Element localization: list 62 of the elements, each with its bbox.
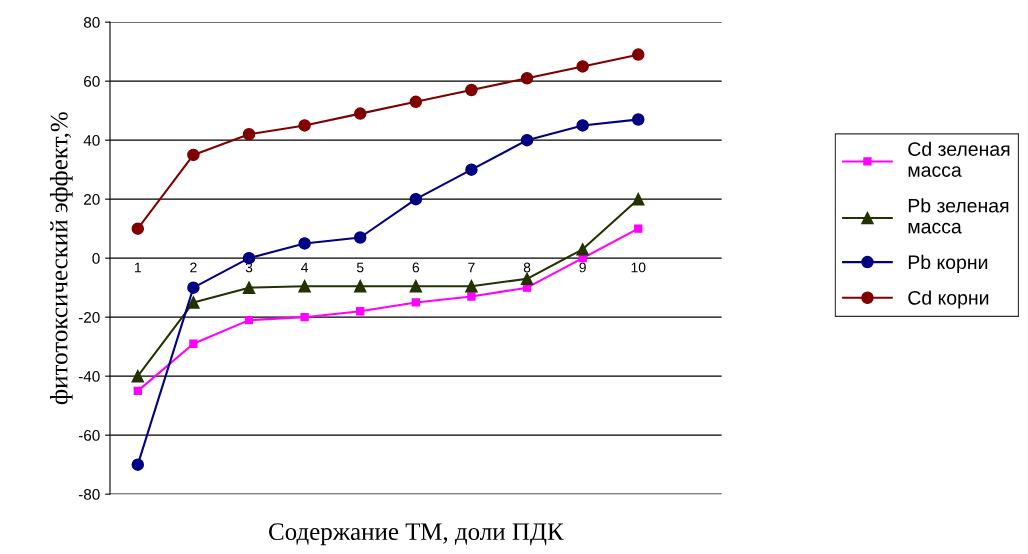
point xyxy=(520,133,534,147)
point xyxy=(356,307,365,316)
x-tick-label: 5 xyxy=(356,262,364,273)
x-tick-label: 6 xyxy=(412,262,420,273)
point xyxy=(353,231,367,244)
y-tick-label: -80 xyxy=(78,489,100,500)
y-tick-label: 60 xyxy=(84,76,100,87)
y-tick-label: 40 xyxy=(83,135,100,146)
point xyxy=(576,60,589,73)
point xyxy=(465,163,478,176)
y-tick-label: -40 xyxy=(78,371,100,382)
point xyxy=(576,119,589,132)
point xyxy=(133,386,142,396)
point xyxy=(467,292,476,301)
y-tick-label: 80 xyxy=(83,17,100,28)
point xyxy=(131,222,145,235)
y-tick-label: -20 xyxy=(78,312,100,323)
x-tick-label: 10 xyxy=(631,262,646,273)
point xyxy=(409,279,423,293)
point xyxy=(520,272,534,286)
point xyxy=(189,339,198,348)
y-tick-label: 0 xyxy=(92,253,100,264)
point xyxy=(576,243,589,256)
point xyxy=(409,95,423,109)
point xyxy=(465,279,478,293)
point xyxy=(298,119,311,132)
point xyxy=(631,192,645,206)
point xyxy=(298,237,311,250)
point xyxy=(353,107,367,120)
x-tick-label: 9 xyxy=(579,262,586,273)
point xyxy=(242,251,256,265)
legend-label: Pb корни xyxy=(908,254,988,273)
point xyxy=(131,369,145,383)
point xyxy=(300,312,309,322)
point xyxy=(520,71,534,85)
point xyxy=(465,83,478,97)
point xyxy=(411,298,420,307)
point xyxy=(409,192,423,206)
point xyxy=(244,315,254,325)
x-tick-label: 1 xyxy=(135,262,141,273)
point xyxy=(298,279,311,293)
point xyxy=(242,281,256,294)
x-axis-title: Содержание ТМ, доли ПДК xyxy=(269,523,564,546)
point xyxy=(353,279,367,293)
point xyxy=(187,148,200,162)
point xyxy=(242,128,256,141)
point xyxy=(187,281,200,294)
y-tick-label: -60 xyxy=(78,430,100,441)
x-tick-label: 2 xyxy=(190,262,197,273)
point xyxy=(631,48,645,61)
y-axis-title: фитотоксический эффект,% xyxy=(49,112,73,405)
legend-label: Cd корни xyxy=(908,290,989,309)
x-tick-label: 4 xyxy=(301,262,309,273)
y-tick-label: 20 xyxy=(84,194,100,205)
x-tick-label: 8 xyxy=(523,262,531,273)
point xyxy=(631,113,645,126)
legend-label: Cd зеленая масса xyxy=(908,141,1010,177)
x-tick-label: 7 xyxy=(468,262,475,273)
point xyxy=(187,296,200,309)
point xyxy=(634,224,643,233)
point xyxy=(131,458,145,471)
legend-label: Pb зеленая масса xyxy=(908,198,1009,234)
